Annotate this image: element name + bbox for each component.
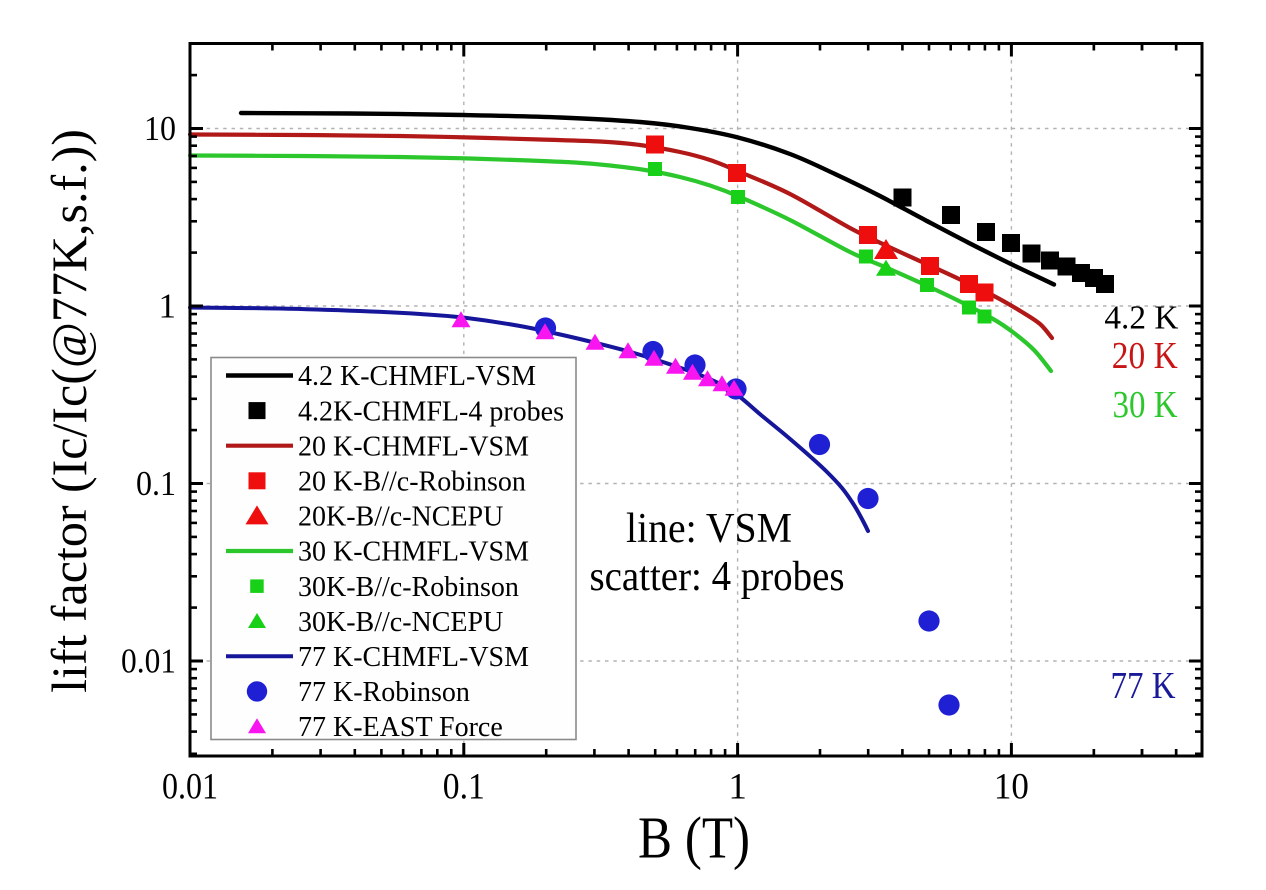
svg-text:30K-B//c-Robinson: 30K-B//c-Robinson <box>298 572 519 603</box>
svg-text:30K-B//c-NCEPU: 30K-B//c-NCEPU <box>298 607 503 638</box>
svg-text:line: VSM: line: VSM <box>626 506 792 552</box>
svg-text:0.1: 0.1 <box>136 464 176 503</box>
svg-text:4.2 K-CHMFL-VSM: 4.2 K-CHMFL-VSM <box>298 361 536 392</box>
svg-text:30 K: 30 K <box>1113 384 1178 426</box>
svg-text:scatter: 4 probes: scatter: 4 probes <box>590 554 845 600</box>
svg-text:20 K-B//c-Robinson: 20 K-B//c-Robinson <box>298 467 526 498</box>
svg-text:77 K-Robinson: 77 K-Robinson <box>298 677 470 708</box>
svg-text:0.01: 0.01 <box>121 642 176 681</box>
svg-text:0.01: 0.01 <box>162 767 218 808</box>
svg-text:4.2K-CHMFL-4 probes: 4.2K-CHMFL-4 probes <box>298 396 564 427</box>
svg-text:30 K-CHMFL-VSM: 30 K-CHMFL-VSM <box>298 537 529 568</box>
svg-text:77 K-CHMFL-VSM: 77 K-CHMFL-VSM <box>298 642 529 673</box>
svg-text:20 K-CHMFL-VSM: 20 K-CHMFL-VSM <box>298 431 529 462</box>
svg-text:B (T): B (T) <box>638 805 750 871</box>
svg-text:4.2 K: 4.2 K <box>1104 300 1178 337</box>
svg-text:lift factor (Ic/Ic(@77K,s.f.)): lift factor (Ic/Ic(@77K,s.f.)) <box>41 129 97 693</box>
svg-text:77 K: 77 K <box>1111 665 1176 707</box>
svg-text:20K-B//c-NCEPU: 20K-B//c-NCEPU <box>298 502 503 533</box>
svg-text:10: 10 <box>144 109 176 148</box>
svg-text:0.1: 0.1 <box>443 767 485 808</box>
svg-text:1: 1 <box>159 287 177 326</box>
svg-text:20 K: 20 K <box>1112 335 1178 377</box>
svg-text:77 K-EAST Force: 77 K-EAST Force <box>298 712 503 743</box>
svg-text:10: 10 <box>994 767 1029 808</box>
svg-text:1: 1 <box>728 767 747 808</box>
